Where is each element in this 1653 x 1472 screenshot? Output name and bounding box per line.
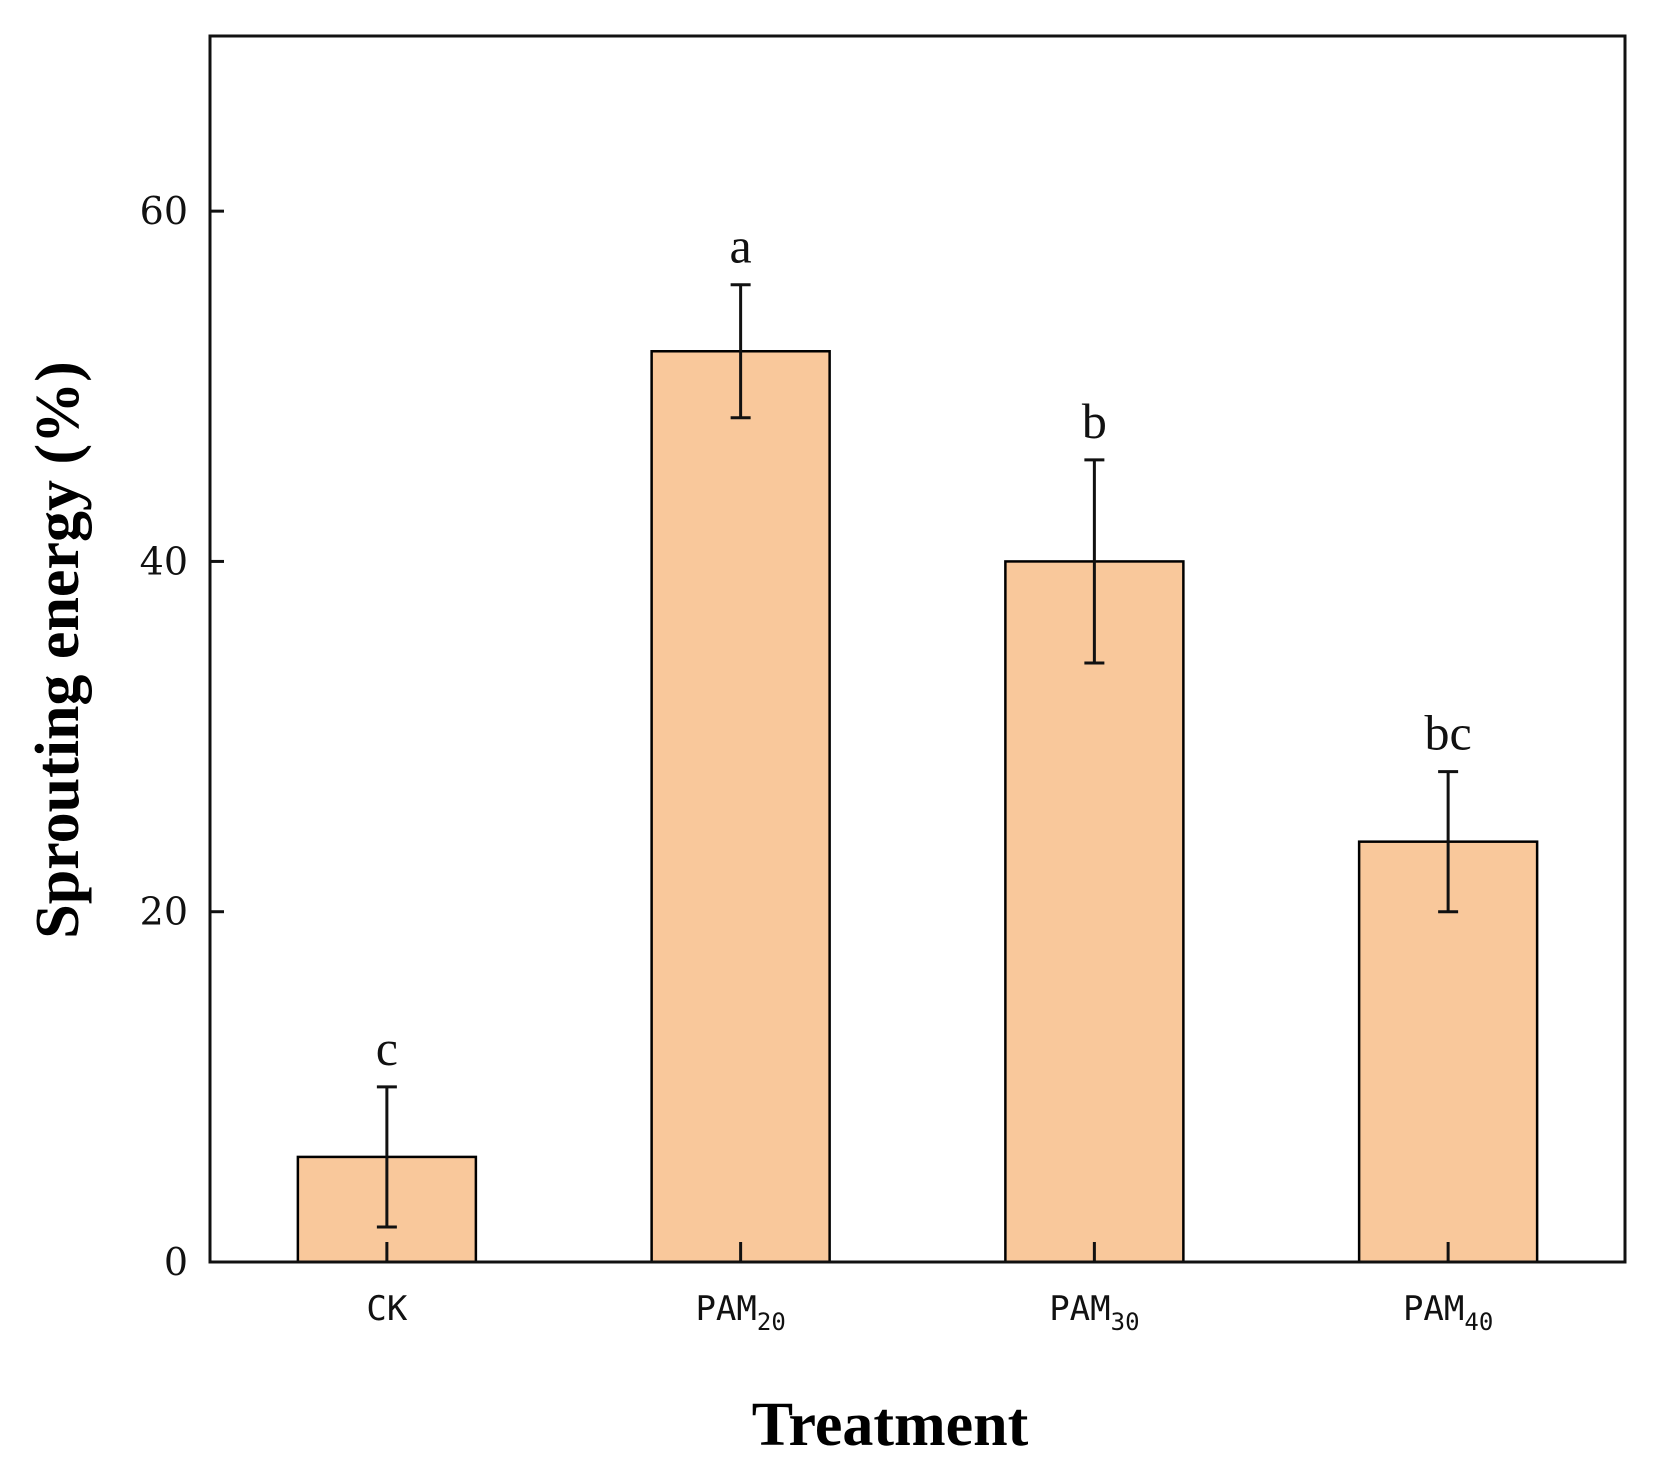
- plot-frame: [208, 34, 1627, 1264]
- y-tick-label: 20: [140, 890, 188, 934]
- significance-label: c: [376, 1020, 398, 1076]
- x-axis: CK PAM20 PAM30 PAM40: [366, 1242, 1493, 1336]
- significance-label: a: [730, 218, 752, 274]
- x-tick-label: PAM40: [1403, 1289, 1493, 1336]
- y-axis-title: Sprouting energy (%): [24, 361, 92, 939]
- significance-labels: c a b bc: [376, 218, 1472, 1076]
- bar: [1004, 560, 1185, 1264]
- x-tick-label: CK: [366, 1289, 407, 1329]
- y-tick-label: 60: [140, 189, 188, 233]
- x-tick-label: PAM30: [1049, 1289, 1139, 1336]
- significance-label: b: [1082, 393, 1107, 449]
- x-tick-subscript: 40: [1464, 1308, 1493, 1336]
- significance-label: bc: [1425, 705, 1472, 761]
- error-bars-layer: [376, 283, 1459, 1229]
- x-tick-subscript: 30: [1111, 1308, 1140, 1336]
- y-axis: 0 20 40 60: [140, 189, 224, 1284]
- y-tick-label: 40: [140, 539, 188, 583]
- y-tick-label: 0: [164, 1240, 188, 1284]
- bars-layer: [296, 350, 1539, 1264]
- x-tick-label: PAM20: [695, 1289, 785, 1336]
- bar: [650, 350, 831, 1264]
- x-tick-subscript: 20: [757, 1308, 786, 1336]
- x-axis-title: Treatment: [752, 1391, 1029, 1459]
